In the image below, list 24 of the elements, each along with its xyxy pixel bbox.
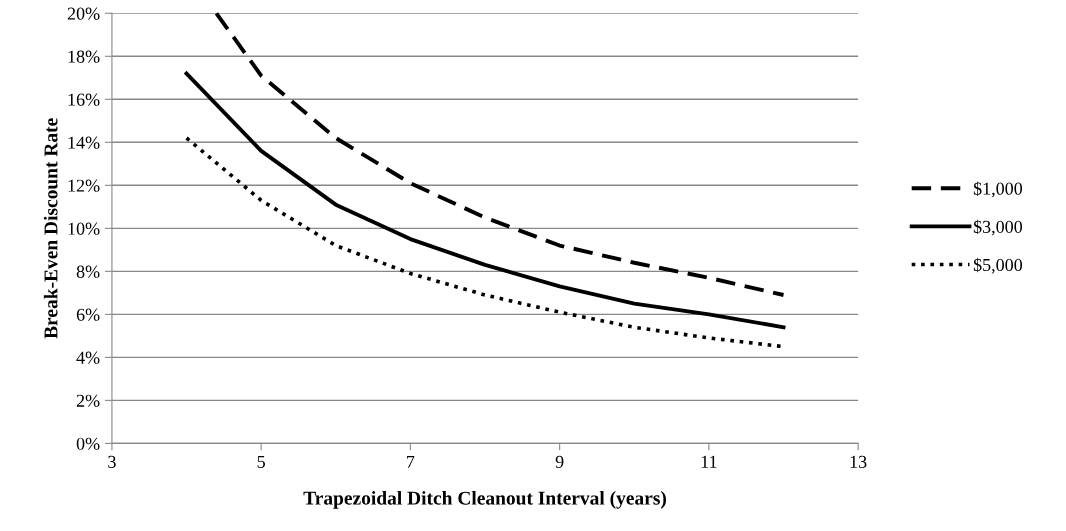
legend-label: $1,000 [973,181,1023,198]
x-tick-label: 11 [701,455,717,468]
x-axis-title: Trapezoidal Ditch Cleanout Interval (years) [303,491,666,509]
x-tick-label: 5 [257,455,265,468]
y-tick-label: 6% [76,308,100,321]
y-axis-title: Break-Even Discount Rate [43,118,58,339]
y-tick-label: 14% [68,136,100,149]
y-tick-label: 16% [68,93,100,106]
line-series [214,11,786,297]
legend-label: $5,000 [973,257,1023,274]
y-tick-label: 2% [76,394,100,407]
legend-label: $3,000 [973,219,1023,236]
y-tick-label: 20% [67,7,100,20]
y-tick-label: 10% [68,222,100,235]
y-tick-label: 18% [68,50,100,63]
line-series [184,71,786,330]
y-tick-label: 0% [76,437,100,450]
y-tick-label: 8% [76,265,100,278]
x-tick-label: 7 [407,455,415,468]
y-tick-label: 12% [68,179,100,192]
x-tick-label: 13 [850,455,867,468]
y-tick-label: 4% [76,351,100,364]
x-tick-label: 9 [555,455,564,468]
x-tick-label: 3 [108,455,116,468]
